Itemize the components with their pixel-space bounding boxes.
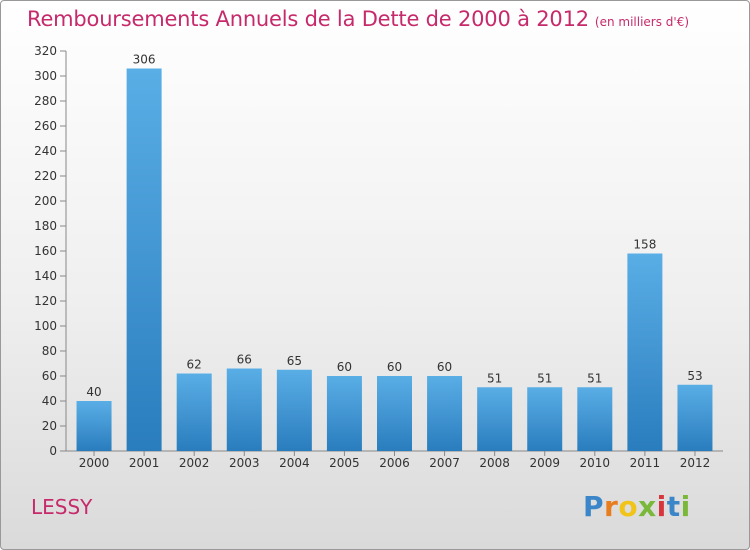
title-row: Remboursements Annuels de la Dette de 20… (27, 7, 689, 31)
data-label: 51 (537, 371, 552, 385)
logo-letter: P (583, 490, 605, 523)
y-tick-label: 20 (42, 419, 57, 433)
bar (377, 376, 412, 451)
x-tick-label: 2012 (680, 456, 711, 470)
chart-title: Remboursements Annuels de la Dette de 20… (27, 7, 589, 31)
data-label: 60 (387, 360, 402, 374)
bar (677, 384, 713, 451)
data-label: 158 (633, 238, 656, 252)
bar (226, 368, 262, 451)
bar (627, 253, 663, 451)
x-tick-label: 2005 (329, 456, 360, 470)
labels: 40 2000 306 2001 62 2002 66 2003 65 2004 60 2005 60 2… (79, 53, 710, 471)
bar (176, 373, 212, 451)
axes: 0 20 40 60 80 100 120 140 160 180 200 220 240 260 280 3… (34, 44, 723, 458)
bar (477, 387, 513, 451)
bar (527, 387, 563, 451)
y-tick-label: 280 (34, 94, 57, 108)
y-tick-label: 0 (49, 444, 57, 458)
x-tick-label: 2002 (179, 456, 210, 470)
x-tick-label: 2000 (79, 456, 110, 470)
logo-letter: i (680, 490, 691, 523)
bar (76, 401, 112, 451)
x-tick-label: 2004 (279, 456, 310, 470)
y-tick-label: 260 (34, 119, 57, 133)
data-label: 51 (487, 371, 502, 385)
data-label: 40 (86, 385, 101, 399)
x-tick-label: 2007 (429, 456, 460, 470)
y-tick-label: 100 (34, 319, 57, 333)
chart-unit: (en milliers d'€) (594, 15, 690, 29)
y-tick-label: 40 (42, 394, 57, 408)
logo-letter: x (638, 490, 657, 523)
logo-letter: t (666, 490, 681, 523)
bars (76, 68, 713, 451)
data-label: 306 (133, 53, 156, 67)
y-tick-label: 80 (42, 344, 57, 358)
data-label: 60 (337, 360, 352, 374)
y-tick-label: 140 (34, 269, 57, 283)
y-tick-label: 320 (34, 44, 57, 58)
x-tick-label: 2011 (630, 456, 661, 470)
y-tick-label: 240 (34, 144, 57, 158)
y-tick-label: 60 (42, 369, 57, 383)
y-tick-label: 300 (34, 69, 57, 83)
data-label: 60 (437, 360, 452, 374)
data-label: 53 (687, 369, 702, 383)
y-tick-label: 120 (34, 294, 57, 308)
x-tick-label: 2010 (580, 456, 611, 470)
logo-letter: r (604, 490, 619, 523)
x-tick-label: 2009 (529, 456, 560, 470)
data-label: 62 (187, 358, 202, 372)
y-tick-label: 200 (34, 194, 57, 208)
data-label: 51 (587, 371, 602, 385)
x-tick-label: 2008 (479, 456, 510, 470)
bar (577, 387, 613, 451)
x-tick-label: 2001 (129, 456, 160, 470)
bar (126, 68, 162, 451)
data-label: 66 (237, 353, 252, 367)
x-tick-label: 2003 (229, 456, 260, 470)
y-tick-label: 220 (34, 169, 57, 183)
logo-letter: o (618, 490, 639, 523)
y-tick-label: 160 (34, 244, 57, 258)
y-tick-label: 180 (34, 219, 57, 233)
commune-name: LESSY (31, 495, 93, 519)
bar (427, 376, 463, 451)
bar (326, 376, 362, 451)
x-tick-label: 2006 (379, 456, 410, 470)
bar (276, 369, 312, 451)
data-label: 65 (287, 354, 302, 368)
proxiti-logo: Proxiti (583, 490, 691, 523)
logo-letter: i (656, 490, 667, 523)
